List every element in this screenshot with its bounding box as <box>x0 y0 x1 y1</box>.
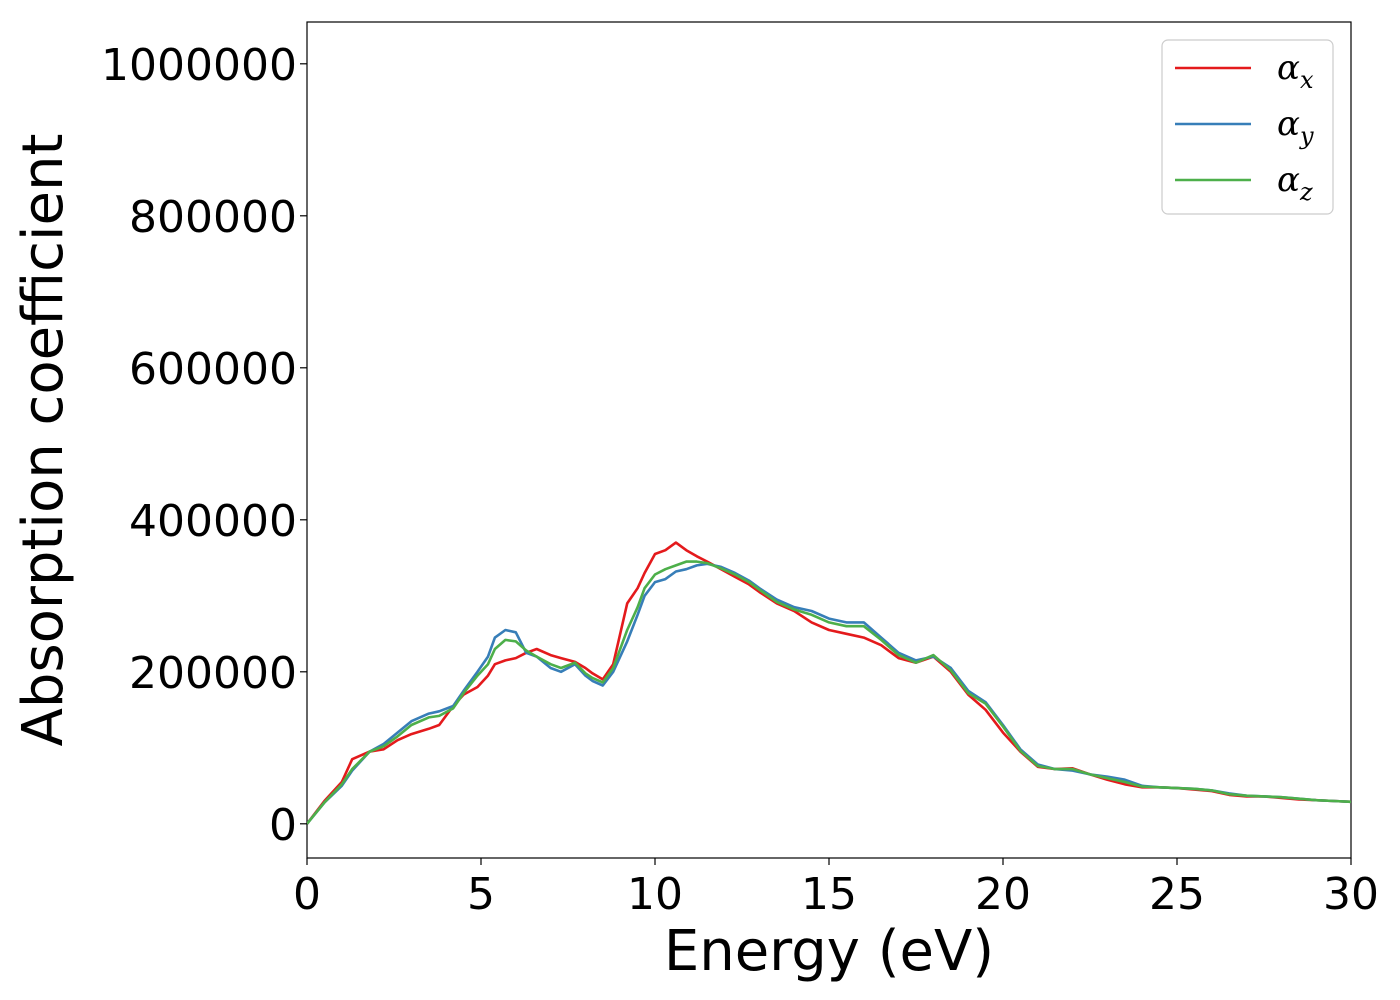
y-tick-label: 600000 <box>129 344 297 395</box>
x-tick-label: 10 <box>627 869 683 920</box>
legend-box <box>1161 39 1334 215</box>
series-layer <box>307 541 1351 825</box>
x-tick-label: 25 <box>1149 869 1205 920</box>
x-tick-label: 5 <box>467 869 495 920</box>
y-tick-label: 200000 <box>129 648 297 699</box>
legend-label-z: αz <box>1277 160 1313 206</box>
ticks-layer: 0 5 10 15 20 25 30 0 200000 400000 600000 800000 100… <box>101 40 1379 920</box>
legend-label-y: αy <box>1277 104 1314 150</box>
x-axis-title: Energy (eV) <box>664 919 994 984</box>
x-tick-label: 0 <box>293 869 321 920</box>
legend-label-x: αx <box>1277 48 1314 94</box>
y-tick-label: 800000 <box>129 192 297 243</box>
y-tick-label: 0 <box>269 800 297 851</box>
x-tick-label: 15 <box>801 869 857 920</box>
series-line-z <box>307 560 1351 825</box>
y-axis-title: Absorption coefficient <box>11 134 76 747</box>
x-tick-label: 30 <box>1323 869 1379 920</box>
legend: αx αy αz <box>1161 39 1334 215</box>
y-tick-label: 400000 <box>129 496 297 547</box>
y-tick-label: 1000000 <box>101 40 297 91</box>
x-tick-label: 20 <box>975 869 1031 920</box>
